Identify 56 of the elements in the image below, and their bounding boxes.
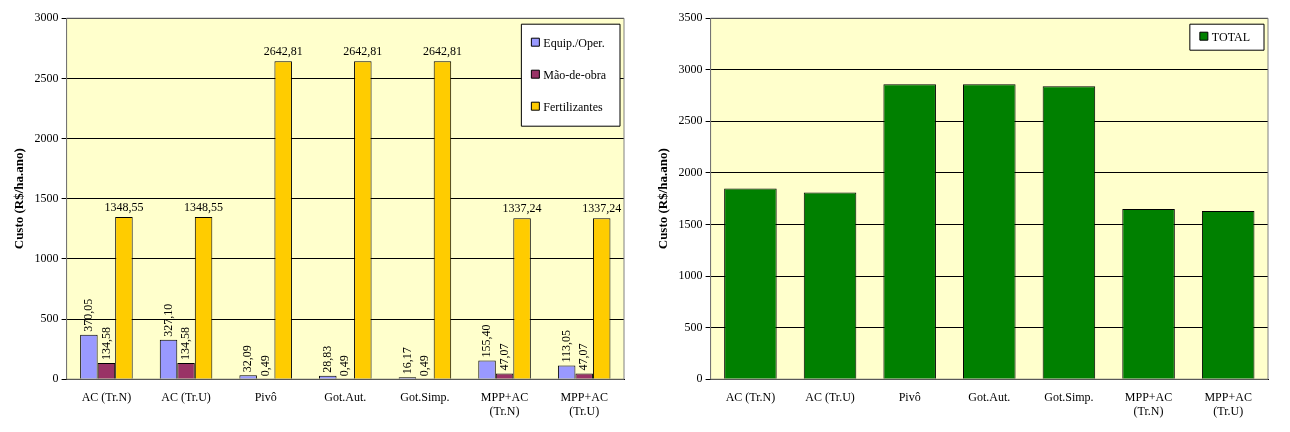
x-tick-label: MPP+AC (Tr.N)	[1124, 389, 1173, 418]
data-label: 134,58	[178, 327, 193, 361]
y-tick-label: 3000	[678, 61, 703, 76]
y-tick-label: 1500	[678, 216, 703, 231]
y-tick-label: 500	[40, 311, 59, 326]
data-label: 32,09	[240, 345, 255, 373]
data-label: 113,05	[558, 330, 573, 363]
x-tick-label: AC (Tr.U)	[805, 389, 855, 404]
data-label: 1337,24	[502, 201, 542, 216]
data-label: 370,05	[81, 298, 96, 332]
x-tick-label: Got.Simp.	[1044, 389, 1094, 404]
data-label: 28,83	[319, 345, 334, 373]
x-tick-label: AC (Tr.N)	[81, 389, 132, 404]
data-label: 0,49	[337, 355, 352, 377]
data-label: 2642,81	[263, 44, 303, 59]
legend-label: Fertilizantes	[543, 100, 604, 115]
y-tick-label: 1500	[34, 190, 59, 205]
y-tick-label: 3500	[678, 10, 703, 25]
x-tick-label: MPP+AC (Tr.N)	[480, 389, 529, 418]
y-tick-label: 2500	[678, 113, 703, 128]
data-label: 47,07	[576, 343, 591, 371]
data-label: 16,17	[399, 347, 414, 375]
legend-label: TOTAL	[1211, 30, 1251, 45]
data-label: 134,58	[98, 327, 113, 361]
data-label: 0,49	[257, 355, 272, 377]
x-tick-label: Got.Simp.	[400, 389, 450, 404]
y-tick-label: 1000	[34, 251, 59, 266]
data-label: 1337,24	[582, 201, 622, 216]
y-tick-label: 0	[52, 371, 59, 386]
y-tick-label: 500	[684, 319, 703, 334]
x-tick-label: Pivô	[254, 389, 277, 404]
x-tick-label: Pivô	[898, 389, 921, 404]
x-tick-label: MPP+AC (Tr.U)	[560, 389, 608, 418]
y-tick-label: 2000	[34, 130, 59, 145]
legend-label: Equip./Oper.	[543, 36, 605, 51]
x-tick-label: MPP+AC (Tr.U)	[1204, 389, 1252, 418]
y-tick-label: 2500	[34, 70, 59, 85]
legend-label: Mão-de-obra	[543, 68, 607, 83]
x-tick-label: AC (Tr.U)	[161, 389, 211, 404]
y-tick-label: 3000	[34, 10, 59, 25]
data-label: 155,40	[479, 324, 494, 358]
data-label: 1348,55	[104, 200, 144, 215]
data-label: 1348,55	[184, 200, 224, 215]
y-axis-title: Custo (R$/ha.ano)	[11, 148, 27, 250]
data-label: 2642,81	[343, 44, 383, 59]
y-tick-label: 0	[696, 371, 703, 386]
data-label: 47,07	[496, 343, 511, 371]
x-tick-label: AC (Tr.N)	[725, 389, 776, 404]
x-tick-label: Got.Aut.	[324, 389, 367, 404]
y-axis-title: Custo (R$/ha.ano)	[655, 148, 671, 250]
data-label: 0,49	[417, 355, 432, 377]
x-tick-label: Got.Aut.	[968, 389, 1011, 404]
y-tick-label: 1000	[678, 268, 703, 283]
data-label: 2642,81	[422, 44, 462, 59]
data-label: 327,10	[160, 303, 175, 337]
y-tick-label: 2000	[678, 165, 703, 180]
